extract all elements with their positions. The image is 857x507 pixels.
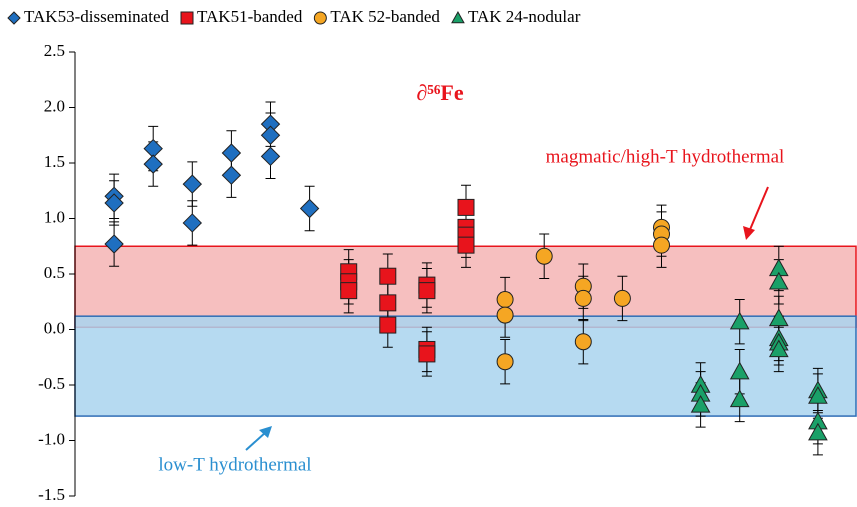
point [182,213,203,233]
legend-label: TAK53-disseminated [24,7,169,26]
annotation: magmatic/high-T hydrothermal [546,146,785,167]
point [299,198,320,219]
point [768,308,789,327]
y-tick-label: 0.0 [44,318,65,337]
point [690,394,711,413]
y-tick-label: 2.5 [44,41,65,60]
point [379,267,397,285]
point [574,333,592,351]
annotation: low-T hydrothermal [158,454,311,475]
y-tick-label: 1.5 [44,152,65,171]
point [768,339,789,358]
point [768,271,789,290]
y-tick-label: -0.5 [38,374,65,393]
y-tick-label: 0.5 [44,263,65,282]
point [340,282,358,300]
band [74,315,857,417]
arrow [245,426,272,451]
arrow [743,186,769,240]
point [104,193,124,213]
point [729,361,750,380]
point [613,289,631,307]
legend-marker [7,11,21,25]
point [574,289,592,307]
point [729,389,750,408]
legend-marker [451,10,465,24]
legend-label: TAK51-banded [197,7,303,26]
point [496,353,514,371]
y-tick-label: 1.0 [44,207,65,226]
y-tick-label: -1.0 [38,429,65,448]
legend-marker [313,11,327,25]
point [379,316,397,334]
point [221,143,242,163]
y-tick-label: 2.0 [44,96,65,115]
point [418,282,436,300]
y-tick-label: -1.5 [38,485,65,504]
legend-marker [180,11,194,25]
point [808,422,828,441]
point [457,198,475,216]
point [260,125,281,145]
bands [74,245,857,417]
point [379,294,397,312]
point [143,154,163,174]
chart-title: ∂⁵⁶Fe [416,80,464,105]
point [496,291,514,309]
point [104,234,124,254]
legend-label: TAK 52-banded [330,7,440,26]
point [260,146,281,167]
point [808,386,828,404]
point [535,247,553,265]
point [457,236,475,254]
legend-label: TAK 24-nodular [468,7,581,26]
point [729,311,750,330]
point [653,236,670,254]
point [496,306,514,324]
point [221,165,242,185]
point [418,345,436,363]
point [182,174,203,194]
